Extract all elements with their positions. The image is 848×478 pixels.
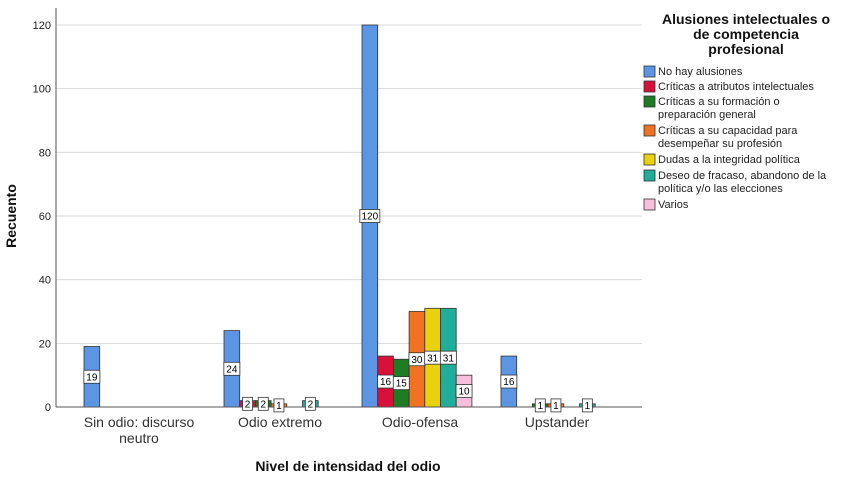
legend-swatch — [643, 95, 656, 108]
gridlines — [56, 24, 642, 344]
data-label: 120 — [359, 209, 381, 223]
legend-swatch — [643, 153, 656, 166]
y-tick-label: 100 — [33, 84, 51, 96]
data-label-value: 19 — [86, 372, 98, 383]
x-category-label: Upstander — [525, 414, 590, 430]
legend-swatch — [643, 169, 656, 182]
legend-label: Deseo de fracaso, abandono de la — [658, 170, 827, 182]
data-label: 2 — [304, 396, 316, 411]
data-label-box — [550, 398, 562, 413]
legend-item: No hay alusiones — [643, 65, 743, 78]
y-tick-label: 20 — [39, 338, 51, 350]
data-label-value: 1 — [553, 401, 559, 412]
data-label-value: 2 — [245, 399, 251, 410]
y-tick-label: 60 — [39, 211, 51, 223]
data-label-box — [439, 350, 457, 365]
data-label: 30 — [408, 352, 426, 367]
data-label-value: 1 — [585, 401, 591, 412]
data-label-box — [534, 398, 546, 413]
legend-item: Varios — [643, 198, 689, 211]
legend-label: desempeñar su profesión — [658, 138, 782, 150]
legend-swatch — [643, 198, 656, 211]
data-label: 1 — [581, 398, 593, 413]
data-label: 10 — [455, 384, 473, 398]
data-label: 24 — [223, 361, 241, 376]
x-category-label: Sin odio: discurso — [84, 414, 195, 430]
y-tick-label: 0 — [45, 402, 51, 414]
data-label-value: 120 — [362, 212, 379, 223]
data-label: 31 — [424, 350, 442, 365]
data-label-box — [257, 396, 269, 411]
data-label-value: 16 — [503, 377, 515, 388]
legend-item: Dudas a la integridad política — [643, 153, 801, 166]
data-label-box — [581, 398, 593, 413]
legend-label: Dudas a la integridad política — [658, 154, 801, 166]
data-label: 16 — [500, 374, 518, 389]
legend-label: No hay alusiones — [658, 66, 743, 78]
y-tick-label: 120 — [33, 20, 51, 32]
y-tick-label: 40 — [39, 275, 51, 287]
data-label: 1 — [550, 398, 562, 413]
y-tick-labels: 0 20 40 60 80 100 120 — [33, 20, 51, 414]
data-label: 31 — [439, 350, 457, 365]
legend-label: Críticas a su formación o — [658, 96, 780, 108]
x-category-label: Odio-ofensa — [382, 414, 458, 430]
y-tick-label: 80 — [39, 147, 51, 159]
data-label-box — [359, 209, 381, 223]
data-label-value: 24 — [226, 364, 238, 375]
legend-item: Deseo de fracaso, abandono de lapolítica… — [643, 169, 827, 195]
legend-label: Críticas a su capacidad para — [658, 125, 798, 137]
data-label-value: 1 — [276, 401, 282, 412]
legend-title: profesional — [708, 41, 783, 57]
data-label-box — [304, 396, 316, 411]
data-label-value: 31 — [443, 353, 455, 364]
data-label-box — [273, 398, 285, 413]
data-label-box — [455, 384, 473, 398]
data-label-value: 15 — [396, 379, 408, 390]
x-category-label: neutro — [119, 430, 159, 446]
x-axis-title: Nivel de intensidad del odio — [255, 458, 440, 474]
data-label-value: 2 — [260, 399, 266, 410]
legend-label: Varios — [658, 199, 689, 211]
legend-item: Críticas a atributos intelectuales — [643, 80, 814, 93]
axes — [55, 8, 642, 408]
legend-title: de competencia — [693, 26, 799, 42]
legend-label: política y/o las elecciones — [658, 183, 783, 195]
legend-swatch — [643, 80, 656, 93]
legend-swatch — [643, 65, 656, 78]
data-label: 2 — [257, 396, 269, 411]
data-label-box — [242, 396, 253, 411]
data-label: 1 — [273, 398, 285, 413]
legend-label: Críticas a atributos intelectuales — [658, 81, 814, 93]
legend-title: Alusiones intelectuales o — [662, 11, 830, 27]
data-label-box — [500, 374, 518, 389]
data-label: 1 — [534, 398, 546, 413]
data-label: 19 — [83, 369, 101, 384]
data-label-box — [83, 369, 101, 384]
data-label: 15 — [392, 376, 410, 391]
data-label-value: 31 — [427, 353, 439, 364]
data-label-value: 16 — [380, 377, 392, 388]
data-label-value: 30 — [411, 355, 423, 366]
legend: Alusiones intelectuales ode competenciap… — [643, 11, 830, 211]
data-label-box — [223, 361, 241, 376]
data-label-value: 10 — [458, 387, 470, 398]
data-label: 16 — [377, 374, 394, 389]
data-label-value: 2 — [308, 399, 314, 410]
y-axis-title: Recuento — [3, 184, 19, 248]
data-label: 2 — [242, 396, 253, 411]
data-label-box — [392, 376, 410, 391]
legend-label: preparación general — [658, 109, 756, 121]
x-category-label: Odio extremo — [238, 414, 322, 430]
legend-swatch — [643, 124, 656, 137]
data-label-value: 1 — [537, 401, 543, 412]
